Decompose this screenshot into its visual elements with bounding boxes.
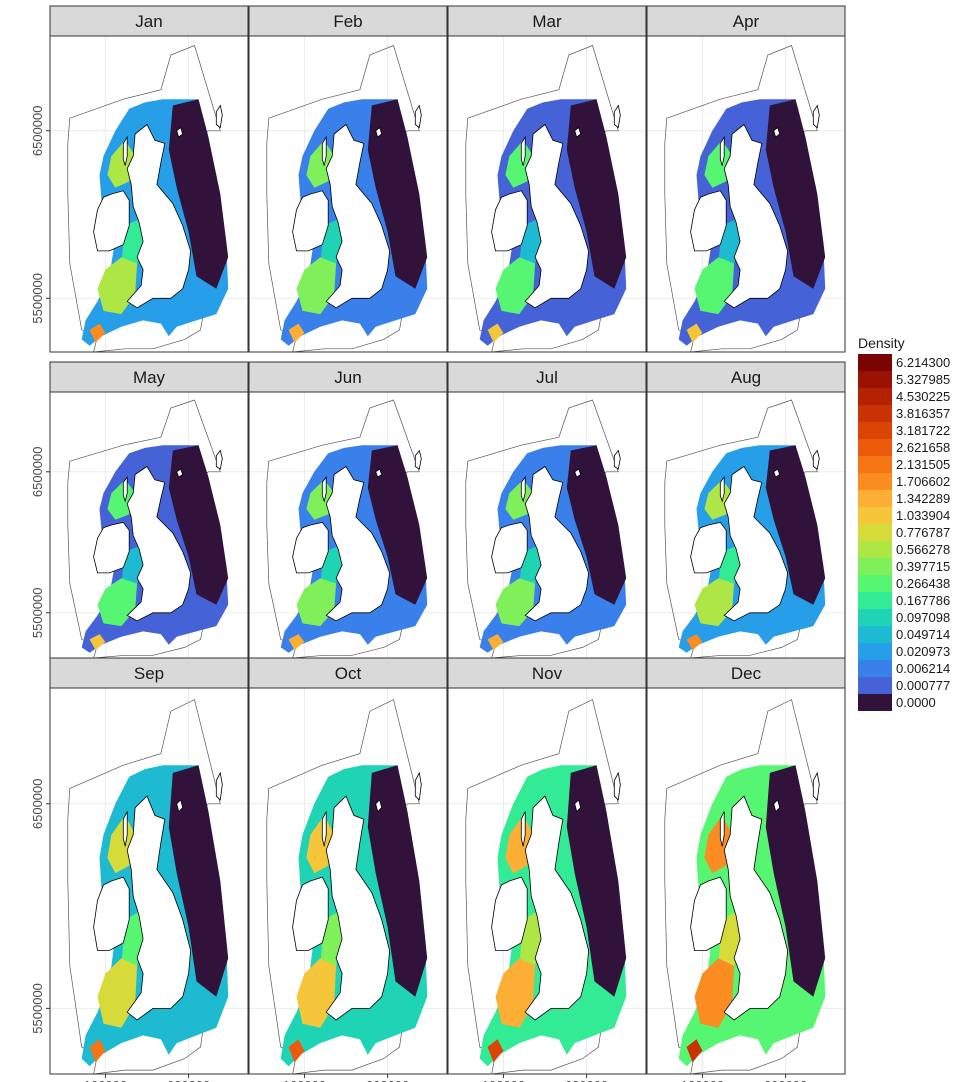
facet-strip-label: Sep — [134, 664, 164, 683]
x-tick-label: 100000 — [283, 1078, 326, 1082]
legend-key-label: 1.706602 — [896, 474, 950, 489]
legend-key-label: 2.621658 — [896, 440, 950, 455]
y-tick-label: 6500000 — [30, 446, 45, 497]
legend-key-swatch — [858, 541, 892, 558]
legend-key-swatch — [858, 575, 892, 592]
facet-panel-jul: Jul — [448, 362, 646, 658]
legend-key-swatch — [858, 473, 892, 490]
facet-panel-jan: Jan — [50, 6, 248, 352]
density-legend: Density 6.214300 5.327985 4.530225 3.816357 3… — [858, 335, 950, 711]
facet-strip-label: Mar — [532, 12, 562, 31]
x-tick-label: 100000 — [681, 1078, 724, 1082]
x-tick-label: 100000 — [84, 1078, 127, 1082]
legend-key-swatch — [858, 405, 892, 422]
legend-key-label: 0.000777 — [896, 678, 950, 693]
facet-panel-may: May — [50, 362, 248, 658]
legend-key-swatch — [858, 677, 892, 694]
legend-key-swatch — [858, 371, 892, 388]
legend-key-label: 0.776787 — [896, 525, 950, 540]
legend-key-label: 1.033904 — [896, 508, 950, 523]
legend-key-label: 0.097098 — [896, 610, 950, 625]
legend-key-label: 2.131505 — [896, 457, 950, 472]
legend-key-label: 3.816357 — [896, 406, 950, 421]
legend-key-label: 0.266438 — [896, 576, 950, 591]
legend-key-label: 0.006214 — [896, 661, 950, 676]
x-tick-label: 100000 — [482, 1078, 525, 1082]
y-tick-label: 5500000 — [30, 983, 45, 1034]
facet-strip-label: May — [133, 368, 166, 387]
facet-panel-oct: Oct — [249, 658, 447, 1074]
legend-key-swatch — [858, 354, 892, 371]
legend-key-swatch — [858, 524, 892, 541]
legend-key-label: 0.167786 — [896, 593, 950, 608]
legend-key-label: 0.020973 — [896, 644, 950, 659]
legend-key-label: 0.0000 — [896, 695, 936, 710]
legend-key-swatch — [858, 609, 892, 626]
facet-strip-label: Jan — [135, 12, 162, 31]
y-tick-label: 6500000 — [30, 778, 45, 829]
legend-title: Density — [858, 335, 905, 351]
legend-key-label: 4.530225 — [896, 389, 950, 404]
legend-key-swatch — [858, 456, 892, 473]
facet-strip-label: Dec — [731, 664, 762, 683]
legend-key-label: 6.214300 — [896, 355, 950, 370]
legend-key-swatch — [858, 490, 892, 507]
facet-panel-sep: Sep — [50, 658, 248, 1074]
facet-strip-label: Aug — [731, 368, 761, 387]
legend-key-label: 0.566278 — [896, 542, 950, 557]
facet-strip-label: Jul — [536, 368, 558, 387]
legend-key-swatch — [858, 694, 892, 711]
x-tick-label: 600000 — [565, 1078, 608, 1082]
x-tick-label: 600000 — [366, 1078, 409, 1082]
legend-key-label: 1.342289 — [896, 491, 950, 506]
y-tick-label: 5500000 — [30, 587, 45, 638]
facet-panel-feb: Feb — [249, 6, 447, 352]
legend-key-swatch — [858, 660, 892, 677]
legend-key-swatch — [858, 626, 892, 643]
facet-panel-dec: Dec — [647, 658, 845, 1074]
facet-strip-label: Feb — [333, 12, 362, 31]
legend-key-swatch — [858, 592, 892, 609]
facet-panel-jun: Jun — [249, 362, 447, 658]
y-tick-label: 5500000 — [30, 273, 45, 324]
legend-key-swatch — [858, 439, 892, 456]
legend-key-label: 0.397715 — [896, 559, 950, 574]
facet-panel-mar: Mar — [448, 6, 646, 352]
legend-key-swatch — [858, 507, 892, 524]
legend-key-label: 0.049714 — [896, 627, 950, 642]
facet-strip-label: Nov — [532, 664, 563, 683]
facet-strip-label: Apr — [733, 12, 760, 31]
facet-panel-apr: Apr — [647, 6, 845, 352]
facet-strip-label: Jun — [334, 368, 361, 387]
legend-key-swatch — [858, 643, 892, 660]
facet-panel-nov: Nov — [448, 658, 646, 1074]
x-tick-label: 600000 — [764, 1078, 807, 1082]
legend-key-label: 5.327985 — [896, 372, 950, 387]
x-tick-label: 600000 — [167, 1078, 210, 1082]
facet-panels: Jan Feb Mar Apr May Jun Jul Aug Sep Oct Nov Dec — [50, 6, 845, 1074]
legend-key-swatch — [858, 422, 892, 439]
y-tick-label: 6500000 — [30, 105, 45, 156]
legend-key-swatch — [858, 558, 892, 575]
facet-panel-aug: Aug — [647, 362, 845, 658]
facet-strip-label: Oct — [335, 664, 362, 683]
legend-key-label: 3.181722 — [896, 423, 950, 438]
legend-key-swatch — [858, 388, 892, 405]
